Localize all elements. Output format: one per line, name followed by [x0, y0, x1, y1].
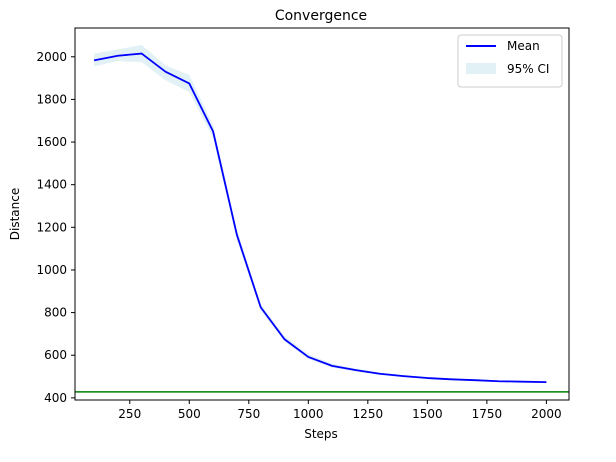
y-tick-label: 2000 — [36, 50, 67, 64]
x-tick-label: 1750 — [472, 407, 503, 421]
ci-band — [94, 45, 547, 383]
legend-mean-label: Mean — [507, 39, 540, 53]
x-tick-label: 1000 — [293, 407, 324, 421]
series-layer — [93, 52, 547, 383]
legend-box — [457, 34, 563, 88]
y-tick-label: 400 — [44, 391, 67, 405]
y-tick-label: 1400 — [36, 178, 67, 192]
chart-title: Convergence — [275, 8, 367, 24]
x-tick-label: 500 — [178, 407, 201, 421]
legend-ci-label: 95% CI — [507, 62, 549, 76]
y-tick-label: 1200 — [36, 220, 67, 234]
legend: Mean 95% CI — [457, 34, 563, 88]
x-tick-label: 1500 — [412, 407, 443, 421]
plot-frame — [74, 27, 570, 401]
y-tick-label: 800 — [44, 306, 67, 320]
legend-ci-swatch — [466, 63, 496, 74]
x-axis-label: Steps — [304, 427, 338, 441]
x-axis-ticks: 250 500 750 1000 1250 1500 1750 2000 — [118, 400, 562, 421]
x-tick-label: 250 — [118, 407, 141, 421]
y-tick-label: 1800 — [36, 92, 67, 106]
y-axis-ticks: 400 600 800 1000 1200 1400 1600 1800 2000 — [36, 50, 75, 405]
y-axis-label: Distance — [8, 188, 22, 240]
y-tick-label: 1000 — [36, 263, 67, 277]
y-tick-label: 1600 — [36, 135, 67, 149]
y-tick-label: 600 — [44, 348, 67, 362]
series-line-0 — [93, 52, 547, 383]
ci-band-layer — [94, 45, 547, 383]
x-tick-label: 2000 — [531, 407, 562, 421]
x-tick-label: 1250 — [353, 407, 384, 421]
x-tick-label: 750 — [237, 407, 260, 421]
